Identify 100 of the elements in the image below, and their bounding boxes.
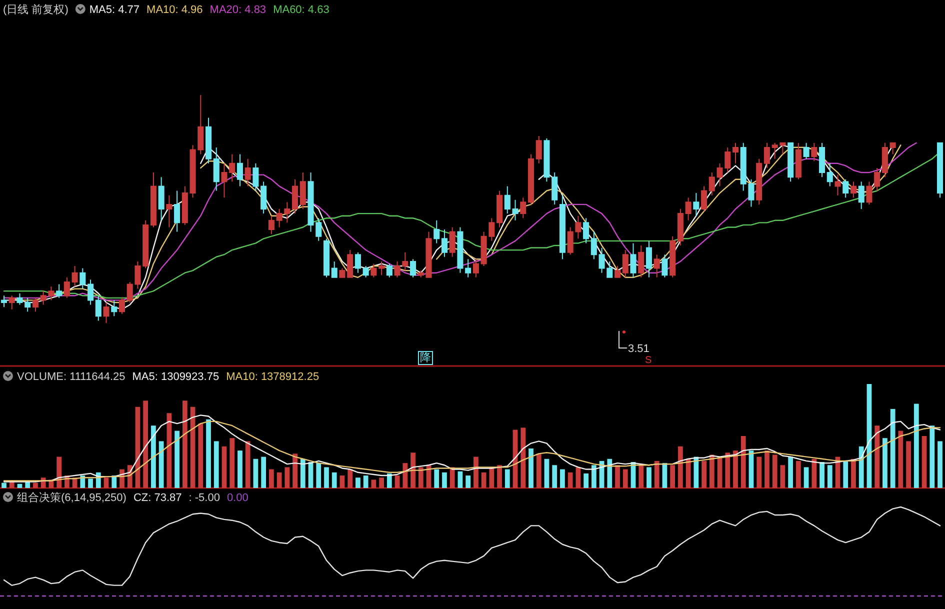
text: MA5: 4.77 <box>89 4 140 16</box>
candlestick <box>182 186 188 226</box>
bar <box>332 472 337 488</box>
candlestick <box>378 260 385 276</box>
candlestick <box>811 142 818 162</box>
bar <box>442 472 447 488</box>
candlestick <box>8 295 15 310</box>
candlestick <box>465 258 472 278</box>
text: MA5: 1309923.75 <box>132 371 220 383</box>
bar <box>615 465 620 488</box>
candlestick <box>559 194 566 260</box>
text: S <box>645 355 652 366</box>
candlestick <box>670 236 676 278</box>
bar <box>820 462 824 488</box>
candlestick <box>764 142 770 168</box>
ref-line-label: 0.00 <box>226 492 248 504</box>
bar <box>198 424 204 488</box>
candlestick <box>174 190 180 232</box>
bar <box>222 446 227 488</box>
candlestick <box>866 181 872 205</box>
bar <box>536 454 542 488</box>
bar <box>182 400 188 488</box>
bar <box>394 476 400 488</box>
bar <box>882 438 888 488</box>
candlestick <box>56 284 62 298</box>
candlestick <box>685 197 692 221</box>
bar <box>584 473 588 488</box>
candlestick <box>88 279 94 306</box>
candlestick <box>654 254 660 278</box>
candlestick <box>882 142 888 178</box>
bar <box>450 467 455 488</box>
bar <box>591 465 596 488</box>
candlestick <box>788 142 794 182</box>
bar <box>678 446 683 488</box>
candlestick <box>213 146 220 192</box>
bar <box>796 460 801 488</box>
candlestick <box>205 117 212 164</box>
bar <box>504 469 510 488</box>
bar <box>371 480 376 488</box>
candlestick <box>795 142 802 180</box>
candlestick <box>630 242 636 278</box>
bar <box>740 436 746 488</box>
bar <box>340 476 345 488</box>
candlestick <box>834 174 841 196</box>
bar <box>284 467 290 488</box>
bar <box>402 463 408 488</box>
bar <box>489 467 494 488</box>
bar <box>804 467 809 488</box>
bar <box>386 473 392 488</box>
bar <box>930 426 935 488</box>
bar <box>418 467 424 488</box>
candlestick <box>496 190 503 228</box>
bar <box>33 482 38 488</box>
bar <box>780 465 786 488</box>
bar <box>88 478 93 488</box>
bar <box>206 419 211 488</box>
candlestick <box>732 142 739 164</box>
candlestick <box>614 266 621 278</box>
bar <box>292 454 298 488</box>
candlestick <box>95 295 102 322</box>
candlestick <box>370 263 377 278</box>
candlestick <box>166 194 172 228</box>
candlestick <box>819 142 826 178</box>
candlestick <box>80 268 86 290</box>
bar <box>316 463 322 488</box>
candlestick <box>622 250 628 278</box>
candlestick <box>701 186 708 212</box>
bar <box>497 465 502 488</box>
bar <box>520 428 526 488</box>
bar <box>268 469 274 488</box>
bar <box>702 460 706 488</box>
bar <box>348 469 353 488</box>
text: 3.51 <box>628 343 650 355</box>
candlestick <box>677 208 684 246</box>
bar <box>576 467 581 488</box>
candlestick <box>441 229 448 258</box>
bar <box>363 476 368 488</box>
candlestick <box>236 154 243 187</box>
bar <box>622 469 628 488</box>
bar <box>174 430 180 488</box>
bar <box>914 404 919 488</box>
bar <box>827 465 832 488</box>
bar <box>151 426 156 488</box>
bar <box>560 469 565 488</box>
candlestick <box>662 254 668 278</box>
bar <box>709 454 714 488</box>
bar <box>481 472 486 488</box>
bar <box>670 465 676 488</box>
bar <box>300 458 306 488</box>
candlestick <box>708 172 715 196</box>
bar <box>638 465 644 488</box>
candlestick <box>268 215 274 235</box>
candlestick <box>850 181 856 198</box>
candlestick <box>158 176 164 221</box>
candlestick <box>118 297 125 314</box>
candlestick <box>32 297 38 312</box>
text: : -5.00 <box>188 492 220 504</box>
bar <box>434 469 440 488</box>
bar <box>276 472 282 488</box>
bar <box>2 482 6 488</box>
